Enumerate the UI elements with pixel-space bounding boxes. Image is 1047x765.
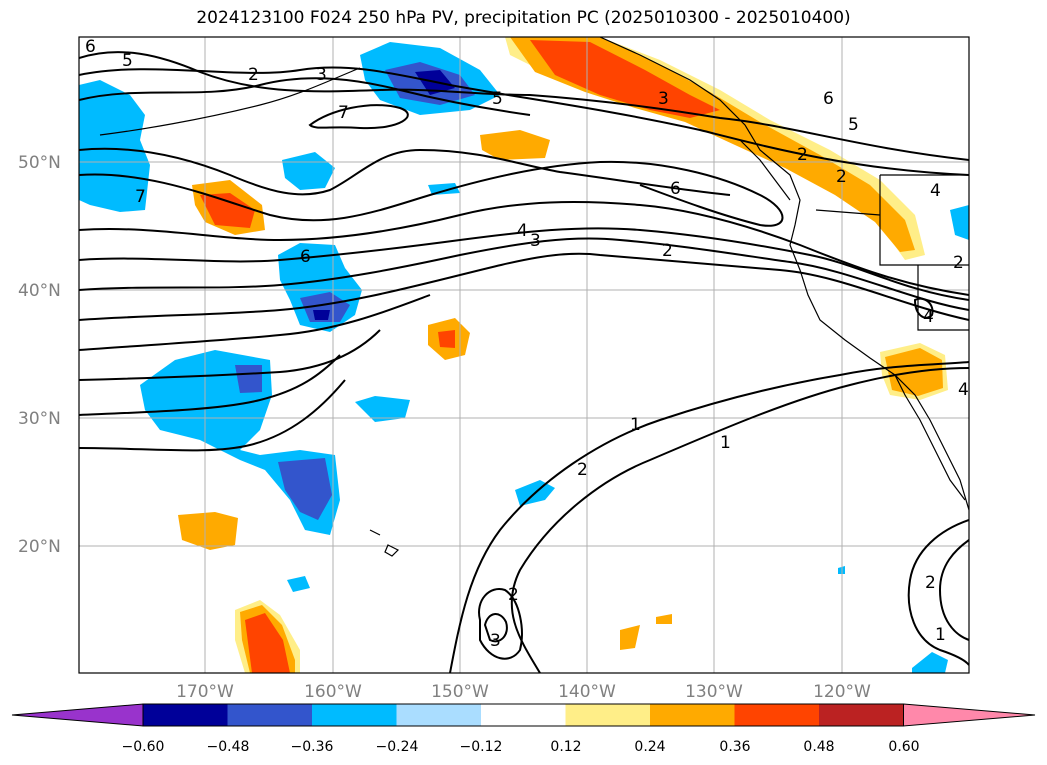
- colorbar-tick: 0.12: [550, 739, 581, 755]
- colorbar-tick: 0.36: [719, 739, 750, 755]
- colorbar: [11, 703, 1036, 727]
- map-title: 2024123100 F024 250 hPa PV, precipitatio…: [196, 8, 851, 28]
- svg-text:2: 2: [953, 253, 964, 273]
- pv-contours: [79, 51, 969, 673]
- colorbar-frame: [142, 703, 904, 727]
- svg-text:2: 2: [508, 585, 519, 605]
- graticule: [79, 37, 969, 673]
- map-frame: [78, 36, 970, 674]
- colorbar-tick: −0.60: [122, 739, 165, 755]
- lon-label-140w: 140°W: [558, 682, 616, 702]
- colorbar-segment: [227, 704, 313, 726]
- svg-text:4: 4: [517, 221, 528, 241]
- lat-label-20n: 20°N: [18, 537, 61, 557]
- lon-label-170w: 170°W: [176, 682, 234, 702]
- colorbar-segment: [143, 704, 228, 726]
- svg-text:3: 3: [530, 231, 541, 251]
- colorbar-extend-low: [11, 703, 144, 727]
- svg-text:2: 2: [797, 145, 808, 165]
- svg-text:5: 5: [848, 115, 859, 135]
- colorbar-tick-labels: −0.60 −0.48 −0.36 −0.24 −0.12 0.12 0.24 …: [122, 739, 920, 755]
- svg-text:3: 3: [316, 65, 327, 85]
- colorbar-segment: [565, 704, 651, 726]
- colorbar-tick: 0.48: [803, 739, 834, 755]
- svg-text:4: 4: [923, 307, 934, 327]
- lon-label-160w: 160°W: [304, 682, 362, 702]
- svg-text:6: 6: [823, 89, 834, 109]
- colorbar-tick: 0.60: [888, 739, 919, 755]
- svg-text:2: 2: [662, 241, 673, 261]
- colorbar-tick: −0.48: [207, 739, 250, 755]
- svg-text:7: 7: [135, 187, 146, 207]
- lon-label-120w: 120°W: [813, 682, 871, 702]
- svg-text:2: 2: [836, 167, 847, 187]
- svg-text:4: 4: [930, 181, 941, 201]
- svg-text:6: 6: [670, 179, 681, 199]
- svg-text:3: 3: [490, 631, 501, 651]
- colorbar-segment: [312, 704, 397, 726]
- colorbar-tick: −0.12: [460, 739, 503, 755]
- svg-text:1: 1: [935, 625, 946, 645]
- svg-text:2: 2: [577, 460, 588, 480]
- colorbar-segment: [650, 704, 735, 726]
- svg-text:1: 1: [720, 433, 731, 453]
- colorbar-tick: 0.24: [634, 739, 665, 755]
- lat-label-40n: 40°N: [18, 281, 61, 301]
- colorbar-tick: −0.36: [291, 739, 334, 755]
- colorbar-segment: [734, 704, 820, 726]
- lat-label-30n: 30°N: [18, 409, 61, 429]
- svg-text:6: 6: [300, 247, 311, 267]
- svg-text:7: 7: [338, 103, 349, 123]
- lon-label-150w: 150°W: [431, 682, 489, 702]
- svg-text:3: 3: [658, 89, 669, 109]
- contour-labels: 6 5 2 3 7 5 3 6 5 2 2 4 7 4 3 6 2 6 2 4 …: [85, 37, 969, 651]
- lon-label-130w: 130°W: [685, 682, 743, 702]
- svg-text:5: 5: [492, 89, 503, 109]
- colorbar-extend-high: [903, 703, 1036, 727]
- svg-text:2: 2: [925, 573, 936, 593]
- latitude-labels: 50°N 40°N 30°N 20°N: [18, 153, 61, 557]
- svg-text:6: 6: [85, 37, 96, 57]
- colorbar-segment: [819, 704, 904, 726]
- colorbar-tick: −0.24: [376, 739, 419, 755]
- longitude-labels: 170°W 160°W 150°W 140°W 130°W 120°W: [176, 682, 871, 702]
- svg-text:4: 4: [958, 380, 969, 400]
- coastlines: [99, 37, 969, 557]
- svg-text:1: 1: [630, 415, 641, 435]
- colorbar-segment: [396, 704, 482, 726]
- lat-label-50n: 50°N: [18, 153, 61, 173]
- svg-text:2: 2: [248, 65, 259, 85]
- svg-text:5: 5: [122, 51, 133, 71]
- colorbar-segment: [481, 704, 566, 726]
